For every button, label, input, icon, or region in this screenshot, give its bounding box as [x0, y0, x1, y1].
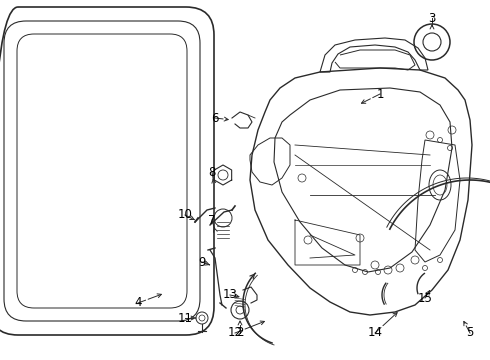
Text: 14: 14	[368, 327, 383, 339]
Text: 11: 11	[177, 311, 193, 324]
Text: 9: 9	[198, 256, 206, 269]
Text: 10: 10	[177, 208, 193, 221]
Text: 3: 3	[428, 12, 436, 24]
Text: 1: 1	[376, 87, 384, 100]
Text: 13: 13	[222, 288, 238, 302]
Text: 12: 12	[227, 327, 243, 339]
Text: 5: 5	[466, 327, 474, 339]
Text: 15: 15	[417, 292, 433, 305]
Text: 7: 7	[208, 213, 216, 226]
Text: 4: 4	[134, 297, 142, 310]
Text: 2: 2	[236, 327, 244, 339]
Text: 6: 6	[211, 112, 219, 125]
Text: 8: 8	[208, 166, 216, 179]
